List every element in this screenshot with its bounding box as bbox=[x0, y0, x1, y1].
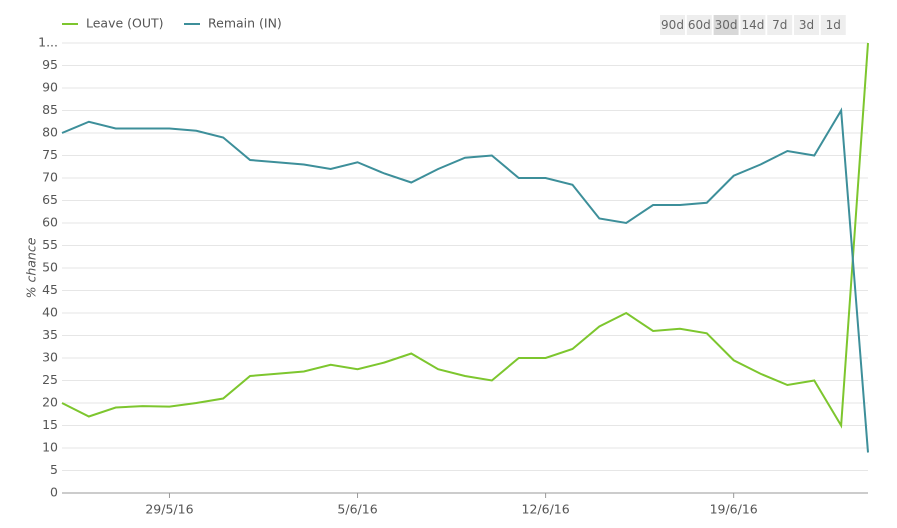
y-tick-label: 30 bbox=[42, 350, 58, 365]
range-button-label[interactable]: 60d bbox=[688, 18, 711, 32]
y-tick-label: 55 bbox=[42, 237, 58, 252]
series-line bbox=[61, 107, 869, 453]
range-button[interactable]: 1d bbox=[820, 15, 846, 35]
y-tick-label: 80 bbox=[42, 125, 58, 140]
range-button-bg bbox=[740, 15, 766, 35]
y-tick-label: 10 bbox=[42, 440, 58, 455]
x-tick-label: 29/5/16 bbox=[145, 502, 193, 517]
range-button[interactable]: 7d bbox=[767, 15, 793, 35]
y-tick-label: 1... bbox=[38, 35, 58, 50]
series-line bbox=[61, 42, 869, 429]
y-tick-label: 85 bbox=[42, 102, 58, 117]
range-button[interactable]: 90d bbox=[660, 15, 685, 35]
y-tick-label: 75 bbox=[42, 147, 58, 162]
range-button-label[interactable]: 1d bbox=[826, 18, 841, 32]
y-tick-label: 90 bbox=[42, 80, 58, 95]
y-axis-label: % chance bbox=[24, 237, 39, 298]
y-tick-label: 60 bbox=[42, 215, 58, 230]
range-button-bg bbox=[660, 15, 685, 35]
y-tick-label: 25 bbox=[42, 372, 58, 387]
x-tick-label: 5/6/16 bbox=[337, 502, 377, 517]
range-button-bg bbox=[767, 15, 793, 35]
y-tick-label: 40 bbox=[42, 305, 58, 320]
range-button-bg bbox=[686, 15, 712, 35]
range-button-label[interactable]: 90d bbox=[661, 18, 684, 32]
range-button[interactable]: 3d bbox=[794, 15, 819, 35]
y-tick-label: 5 bbox=[50, 462, 58, 477]
range-button[interactable]: 30d bbox=[713, 15, 739, 35]
range-button-label[interactable]: 7d bbox=[772, 18, 787, 32]
y-tick-label: 50 bbox=[42, 260, 58, 275]
x-tick-label: 12/6/16 bbox=[522, 502, 570, 517]
range-button-bg bbox=[794, 15, 819, 35]
y-tick-label: 20 bbox=[42, 395, 58, 410]
y-tick-label: 35 bbox=[42, 327, 58, 342]
range-button[interactable]: 14d bbox=[740, 15, 766, 35]
y-tick-label: 45 bbox=[42, 282, 58, 297]
legend-label: Leave (OUT) bbox=[86, 16, 164, 31]
range-button-label[interactable]: 30d bbox=[715, 18, 738, 32]
y-tick-label: 15 bbox=[42, 417, 58, 432]
y-tick-label: 95 bbox=[42, 57, 58, 72]
range-button-bg bbox=[713, 15, 739, 35]
range-button-bg bbox=[820, 15, 846, 35]
legend-label: Remain (IN) bbox=[208, 16, 282, 31]
range-button[interactable]: 60d bbox=[686, 15, 712, 35]
y-tick-label: 70 bbox=[42, 170, 58, 185]
x-tick-label: 19/6/16 bbox=[710, 502, 758, 517]
range-button-label[interactable]: 3d bbox=[799, 18, 814, 32]
y-tick-label: 0 bbox=[50, 485, 58, 500]
y-tick-label: 65 bbox=[42, 192, 58, 207]
range-button-label[interactable]: 14d bbox=[741, 18, 764, 32]
